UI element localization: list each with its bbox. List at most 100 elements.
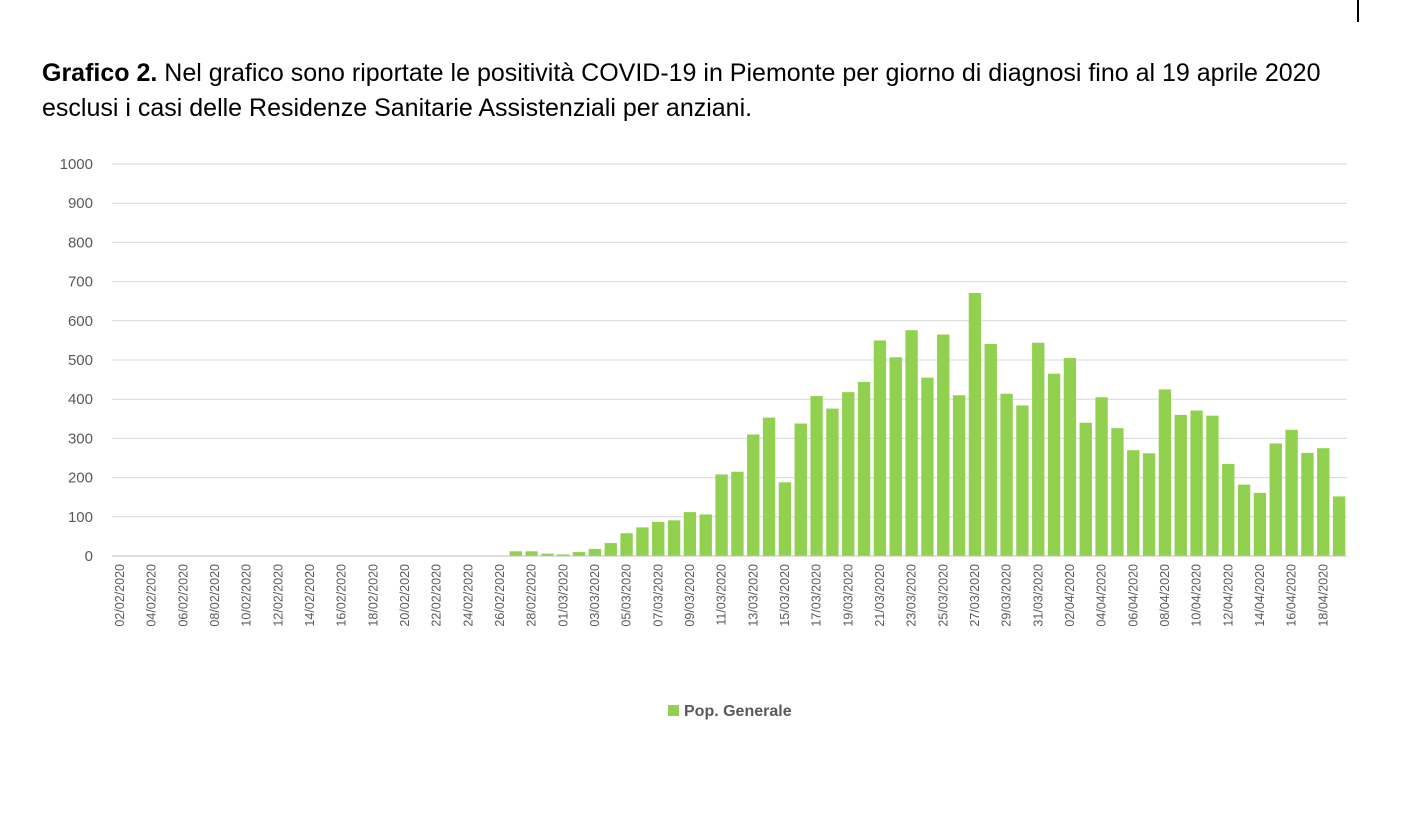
bar — [794, 423, 807, 556]
bar — [683, 512, 697, 556]
figure-caption: Grafico 2. Nel grafico sono riportate le… — [42, 56, 1382, 126]
x-tick-label: 16/02/2020 — [335, 564, 349, 627]
x-tick-label: 02/04/2020 — [1063, 564, 1077, 627]
bar — [1317, 448, 1330, 556]
bar — [636, 527, 649, 556]
bar — [889, 357, 902, 556]
x-tick-label: 07/03/2020 — [651, 564, 665, 627]
x-tick-label: 01/03/2020 — [556, 564, 570, 627]
bar — [572, 552, 586, 556]
bar — [1269, 443, 1282, 556]
x-tick-label: 18/04/2020 — [1316, 564, 1330, 627]
x-tick-label: 08/02/2020 — [208, 564, 222, 627]
x-tick-label: 26/02/2020 — [493, 564, 507, 627]
bar — [1142, 453, 1156, 556]
bar — [1253, 492, 1267, 556]
y-tick-label: 500 — [68, 352, 93, 369]
bar — [968, 292, 982, 556]
bar — [952, 395, 966, 556]
bar — [921, 377, 934, 556]
bar — [1285, 429, 1298, 556]
x-tick-label: 05/03/2020 — [620, 564, 634, 627]
page-edge-mark — [1357, 0, 1359, 22]
x-axis-ticks: 02/02/2020 04/02/2020 06/02/2020 08/02/2020… — [113, 564, 1330, 627]
x-tick-label: 13/03/2020 — [746, 564, 760, 627]
bar — [1301, 452, 1314, 556]
bar — [1016, 405, 1029, 556]
x-tick-label: 29/03/2020 — [1000, 564, 1014, 627]
x-tick-label: 28/02/2020 — [525, 564, 539, 627]
bar — [1237, 484, 1251, 556]
bar — [810, 396, 823, 556]
bar — [557, 554, 570, 556]
bar — [620, 533, 633, 556]
x-tick-label: 15/03/2020 — [778, 564, 792, 627]
x-tick-label: 08/04/2020 — [1158, 564, 1172, 627]
x-tick-label: 25/03/2020 — [936, 564, 950, 627]
x-tick-label: 12/02/2020 — [271, 564, 285, 627]
x-tick-label: 02/02/2020 — [113, 564, 127, 627]
bar — [541, 553, 554, 556]
bar — [1158, 389, 1172, 556]
x-tick-label: 14/04/2020 — [1253, 564, 1267, 627]
bar — [1332, 496, 1346, 556]
x-tick-label: 20/02/2020 — [398, 564, 412, 627]
bar — [1111, 428, 1124, 556]
legend-label: Pop. Generale — [684, 703, 792, 720]
bar — [1095, 397, 1108, 556]
bar — [826, 408, 839, 556]
bar — [1000, 393, 1013, 556]
bar — [857, 381, 871, 556]
bar — [1127, 450, 1140, 556]
bar — [604, 543, 617, 556]
legend: Pop. Generale — [668, 703, 792, 720]
y-tick-label: 1000 — [60, 156, 93, 173]
caption-text: Nel grafico sono riportate le positività… — [42, 59, 1321, 122]
bar — [652, 521, 665, 556]
bar — [842, 392, 855, 556]
x-tick-label: 24/02/2020 — [461, 564, 475, 627]
bar — [984, 343, 997, 556]
y-tick-label: 900 — [68, 195, 93, 212]
x-tick-label: 10/04/2020 — [1190, 564, 1204, 627]
x-tick-label: 14/02/2020 — [303, 564, 317, 627]
bar — [731, 471, 744, 556]
y-tick-label: 700 — [68, 274, 93, 291]
x-tick-label: 12/04/2020 — [1221, 564, 1235, 627]
bar — [1222, 463, 1235, 556]
x-tick-label: 04/04/2020 — [1095, 564, 1109, 627]
bar — [588, 548, 602, 556]
y-tick-label: 0 — [85, 548, 93, 565]
bar — [1079, 422, 1092, 556]
bar — [509, 551, 522, 556]
bars — [509, 292, 1346, 556]
bar — [1063, 358, 1077, 556]
bar — [1206, 415, 1219, 556]
bar — [1032, 342, 1045, 556]
x-tick-label: 31/03/2020 — [1031, 564, 1045, 627]
bar — [937, 334, 950, 556]
x-tick-label: 09/03/2020 — [683, 564, 697, 627]
y-tick-label: 300 — [68, 430, 93, 447]
x-tick-label: 06/04/2020 — [1126, 564, 1140, 627]
x-tick-label: 11/03/2020 — [715, 564, 729, 626]
grid-lines — [112, 163, 1347, 518]
y-tick-label: 400 — [68, 391, 93, 408]
bar — [699, 514, 712, 556]
x-tick-label: 17/03/2020 — [810, 564, 824, 627]
y-tick-label: 200 — [68, 470, 93, 487]
y-axis-ticks: 0 100 200 300 400 500 600 700 800 900 1000 — [60, 156, 93, 565]
x-tick-label: 22/02/2020 — [430, 564, 444, 627]
x-tick-label: 27/03/2020 — [968, 564, 982, 627]
bar — [1174, 414, 1187, 556]
bar — [747, 434, 760, 556]
x-tick-label: 04/02/2020 — [145, 564, 159, 627]
bar — [778, 482, 792, 556]
bar — [1047, 373, 1061, 556]
bar — [905, 330, 918, 556]
y-tick-label: 100 — [68, 509, 93, 526]
x-tick-label: 03/03/2020 — [588, 564, 602, 627]
y-tick-label: 800 — [68, 234, 93, 251]
bar — [1190, 410, 1203, 556]
